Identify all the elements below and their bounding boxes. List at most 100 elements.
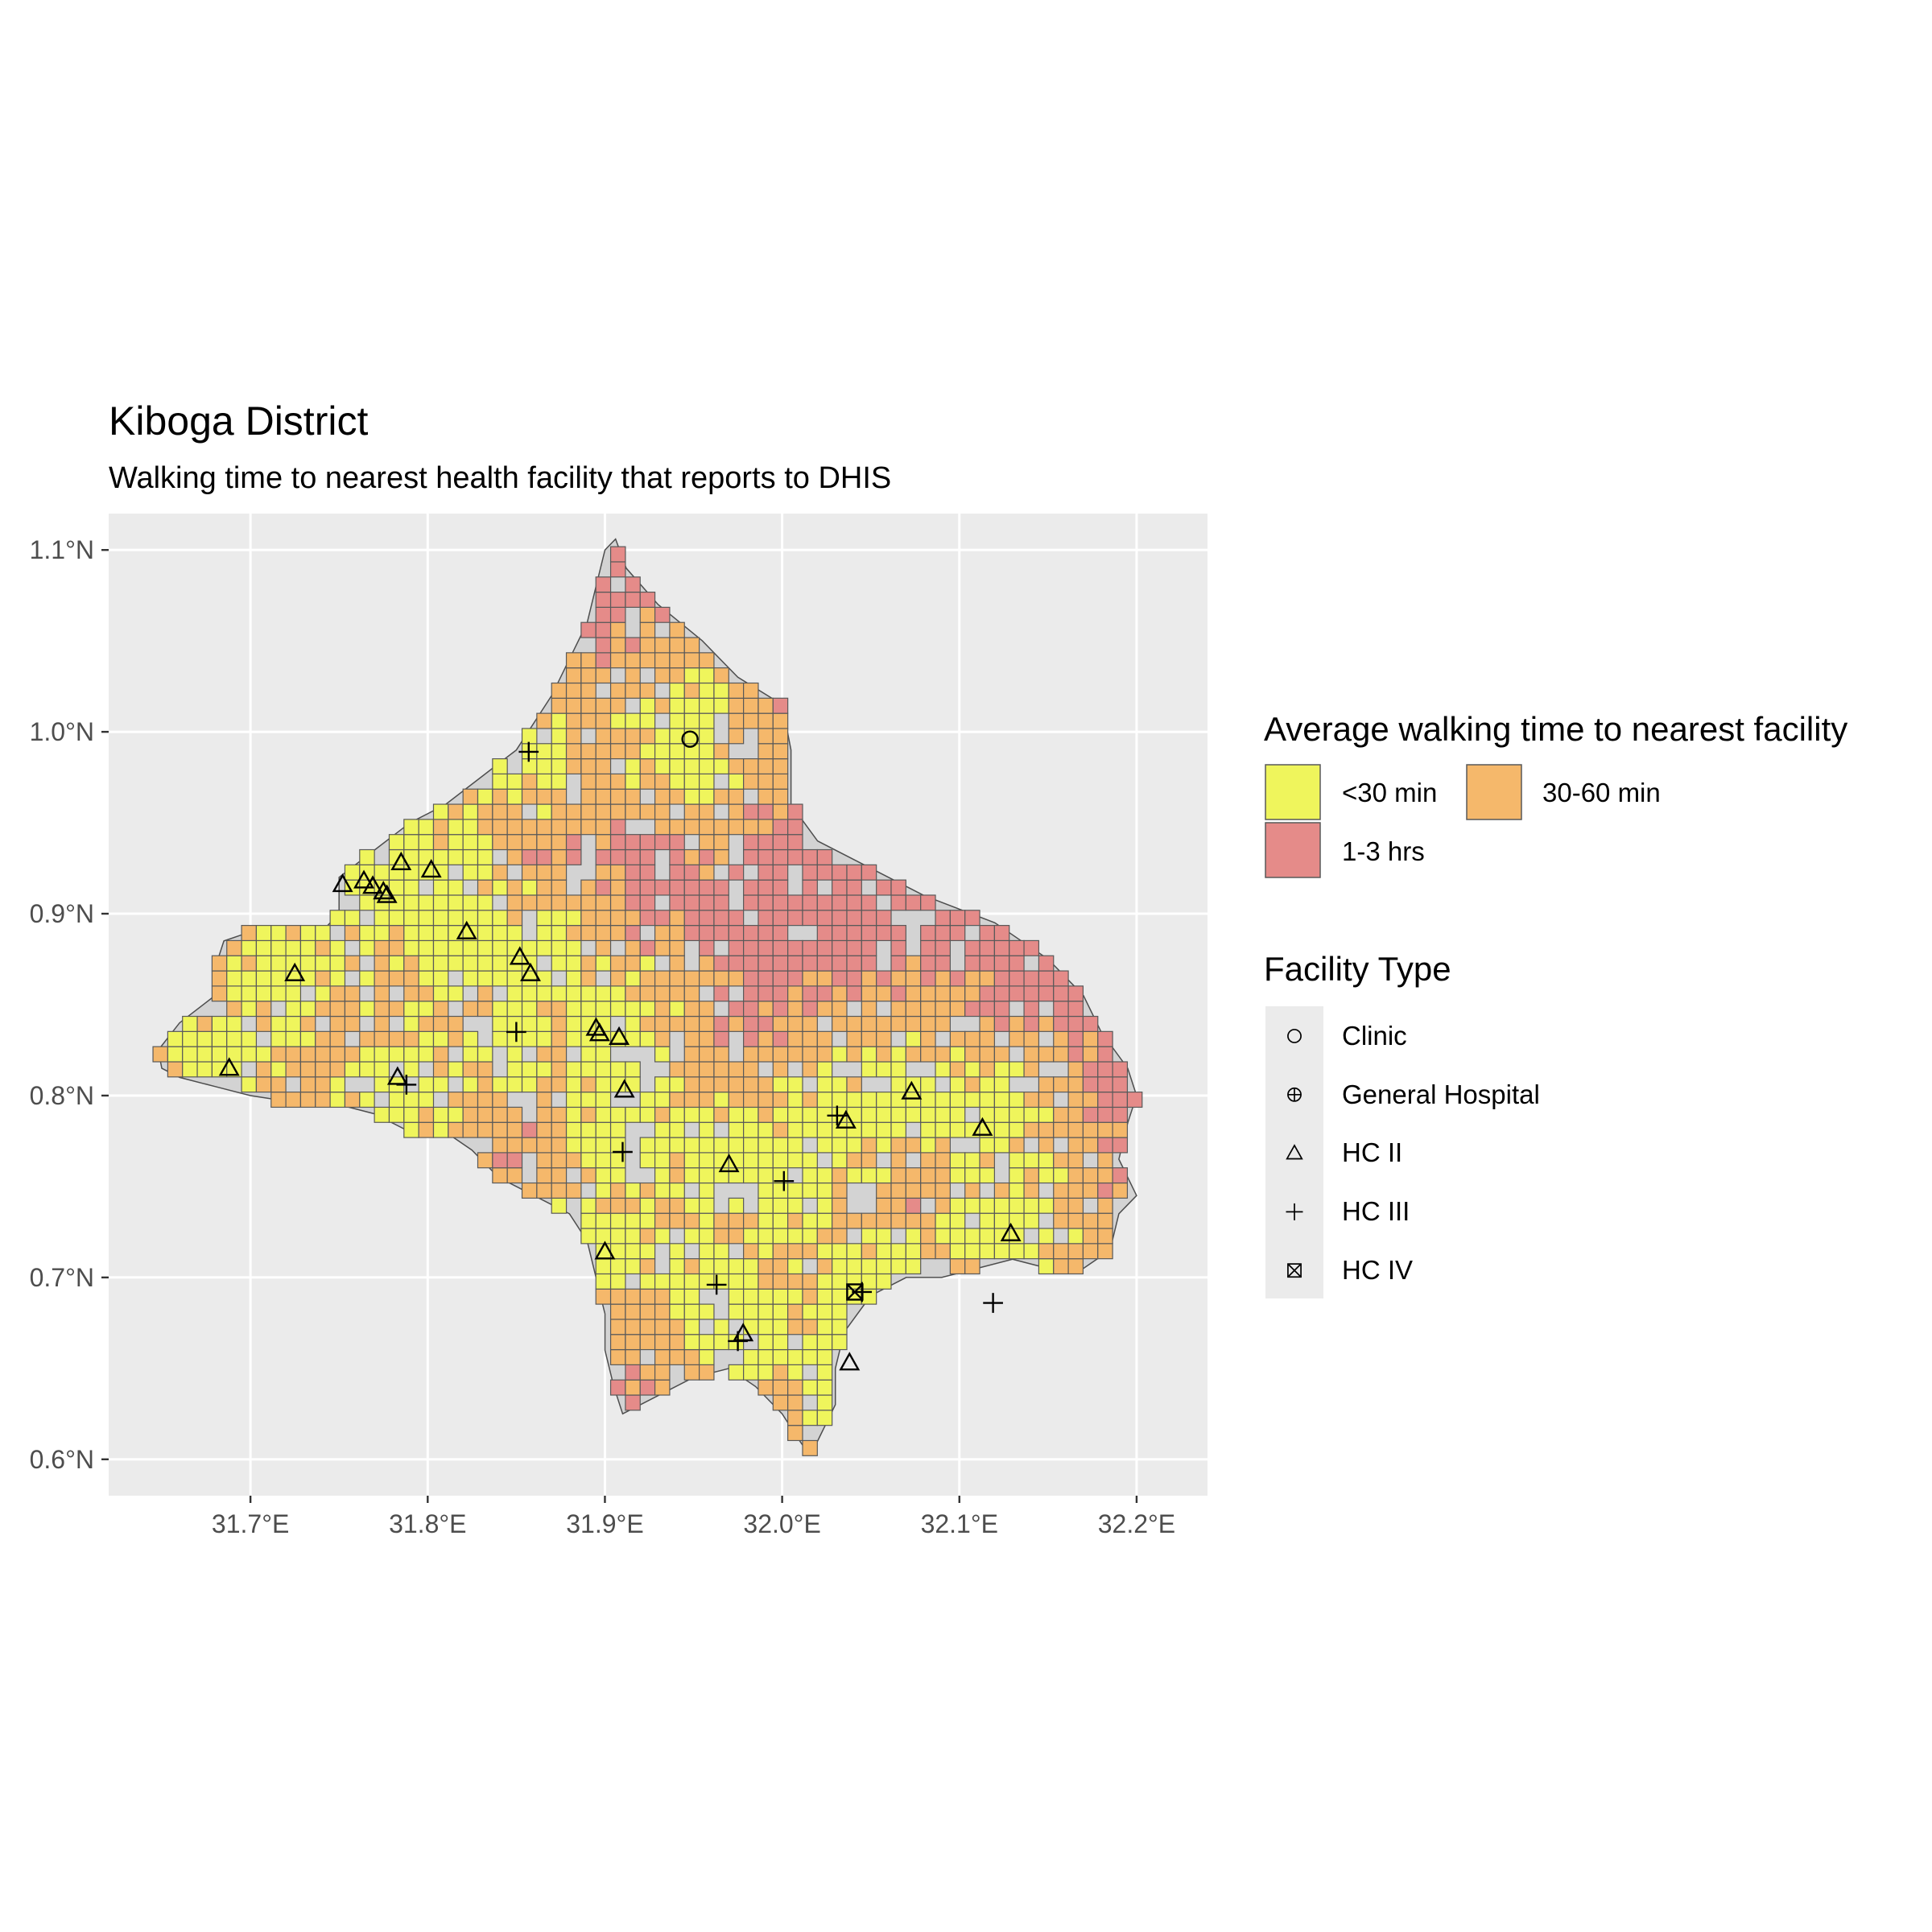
- grid-cell: [609, 561, 626, 578]
- grid-cell: [654, 1106, 671, 1123]
- grid-cell: [935, 939, 951, 956]
- grid-cell: [787, 1288, 803, 1305]
- grid-cell: [698, 1303, 715, 1320]
- grid-cell: [639, 1001, 656, 1018]
- grid-cell: [669, 1076, 685, 1093]
- grid-cell: [1067, 1197, 1084, 1214]
- grid-cell: [949, 1228, 966, 1245]
- grid-cell: [683, 682, 700, 699]
- grid-cell: [758, 1379, 774, 1396]
- grid-cell: [359, 1030, 375, 1047]
- grid-cell: [683, 1076, 700, 1093]
- grid-cell: [299, 1015, 316, 1032]
- grid-cell: [477, 985, 493, 1002]
- grid-cell: [861, 985, 877, 1002]
- grid-cell: [728, 1015, 745, 1032]
- grid-cell: [432, 879, 449, 896]
- grid-cell: [388, 834, 405, 851]
- grid-cell: [595, 1106, 612, 1123]
- grid-cell: [595, 1092, 612, 1108]
- grid-cell: [580, 1106, 597, 1123]
- grid-cell: [152, 1046, 168, 1063]
- grid-cell: [255, 1076, 272, 1093]
- grid-cell: [536, 834, 552, 851]
- grid-cell: [625, 712, 641, 729]
- grid-cell: [374, 1076, 390, 1093]
- grid-cell: [492, 819, 508, 836]
- grid-cell: [521, 879, 538, 896]
- grid-cell: [639, 848, 656, 865]
- grid-cell: [609, 1197, 626, 1214]
- grid-cell: [565, 970, 582, 987]
- grid-cell: [935, 1228, 951, 1245]
- grid-cell: [758, 1243, 774, 1260]
- grid-cell: [713, 743, 729, 760]
- grid-cell: [315, 1046, 331, 1063]
- grid-cell: [477, 1121, 493, 1138]
- grid-cell: [802, 1152, 818, 1169]
- grid-cell: [639, 939, 656, 956]
- grid-cell: [890, 925, 906, 942]
- grid-cell: [270, 1030, 287, 1047]
- grid-cell: [683, 864, 700, 881]
- grid-cell: [758, 1137, 774, 1154]
- grid-cell: [876, 1243, 892, 1260]
- grid-cell: [669, 1167, 685, 1184]
- grid-cell: [698, 788, 715, 805]
- grid-cell: [1009, 970, 1025, 987]
- grid-cell: [521, 773, 538, 790]
- grid-cell: [609, 712, 626, 729]
- grid-cell: [698, 939, 715, 956]
- grid-cell: [669, 1061, 685, 1078]
- grid-cell: [609, 652, 626, 669]
- grid-cell: [374, 1001, 390, 1018]
- grid-cell: [374, 1061, 390, 1078]
- grid-cell: [758, 1001, 774, 1018]
- grid-cell: [344, 955, 361, 972]
- grid-cell: [816, 985, 833, 1002]
- grid-cell: [625, 743, 641, 760]
- grid-cell: [565, 803, 582, 820]
- grid-cell: [1082, 1137, 1099, 1154]
- grid-cell: [979, 1030, 995, 1047]
- grid-cell: [609, 1273, 626, 1290]
- grid-cell: [669, 1121, 685, 1138]
- hc2-marker: [594, 1241, 616, 1260]
- grid-cell: [565, 955, 582, 972]
- grid-cell: [1082, 1182, 1099, 1199]
- hc2-marker: [839, 1352, 861, 1371]
- grid-cell: [669, 1348, 685, 1365]
- hc2-marker: [373, 881, 394, 900]
- grid-cell: [477, 939, 493, 956]
- grid-cell: [949, 1001, 966, 1018]
- grid-cell: [935, 985, 951, 1002]
- grid-cell: [639, 894, 656, 911]
- grid-cell: [832, 879, 848, 896]
- grid-cell: [669, 1092, 685, 1108]
- grid-cell: [639, 1197, 656, 1214]
- grid-cell: [609, 1258, 626, 1275]
- grid-cell: [226, 939, 242, 956]
- grid-cell: [1023, 1167, 1040, 1184]
- grid-cell: [477, 864, 493, 881]
- grid-cell: [1009, 1137, 1025, 1154]
- grid-cell: [625, 682, 641, 699]
- grid-cell: [462, 894, 479, 911]
- grid-cell: [1082, 1228, 1099, 1245]
- grid-cell: [477, 803, 493, 820]
- grid-cell: [758, 834, 774, 851]
- grid-cell: [846, 1258, 862, 1275]
- grid-cell: [565, 712, 582, 729]
- grid-cell: [432, 1030, 449, 1047]
- grid-cell: [1067, 1030, 1084, 1047]
- grid-cell: [639, 879, 656, 896]
- grid-cell: [846, 1167, 862, 1184]
- grid-cell: [890, 1243, 906, 1260]
- grid-cell: [743, 1106, 759, 1123]
- grid-cell: [521, 728, 538, 745]
- grid-cell: [669, 1212, 685, 1229]
- grid-cell: [802, 955, 818, 972]
- grid-cell: [1082, 1061, 1099, 1078]
- grid-cell: [1082, 1212, 1099, 1229]
- grid-cell: [698, 1030, 715, 1047]
